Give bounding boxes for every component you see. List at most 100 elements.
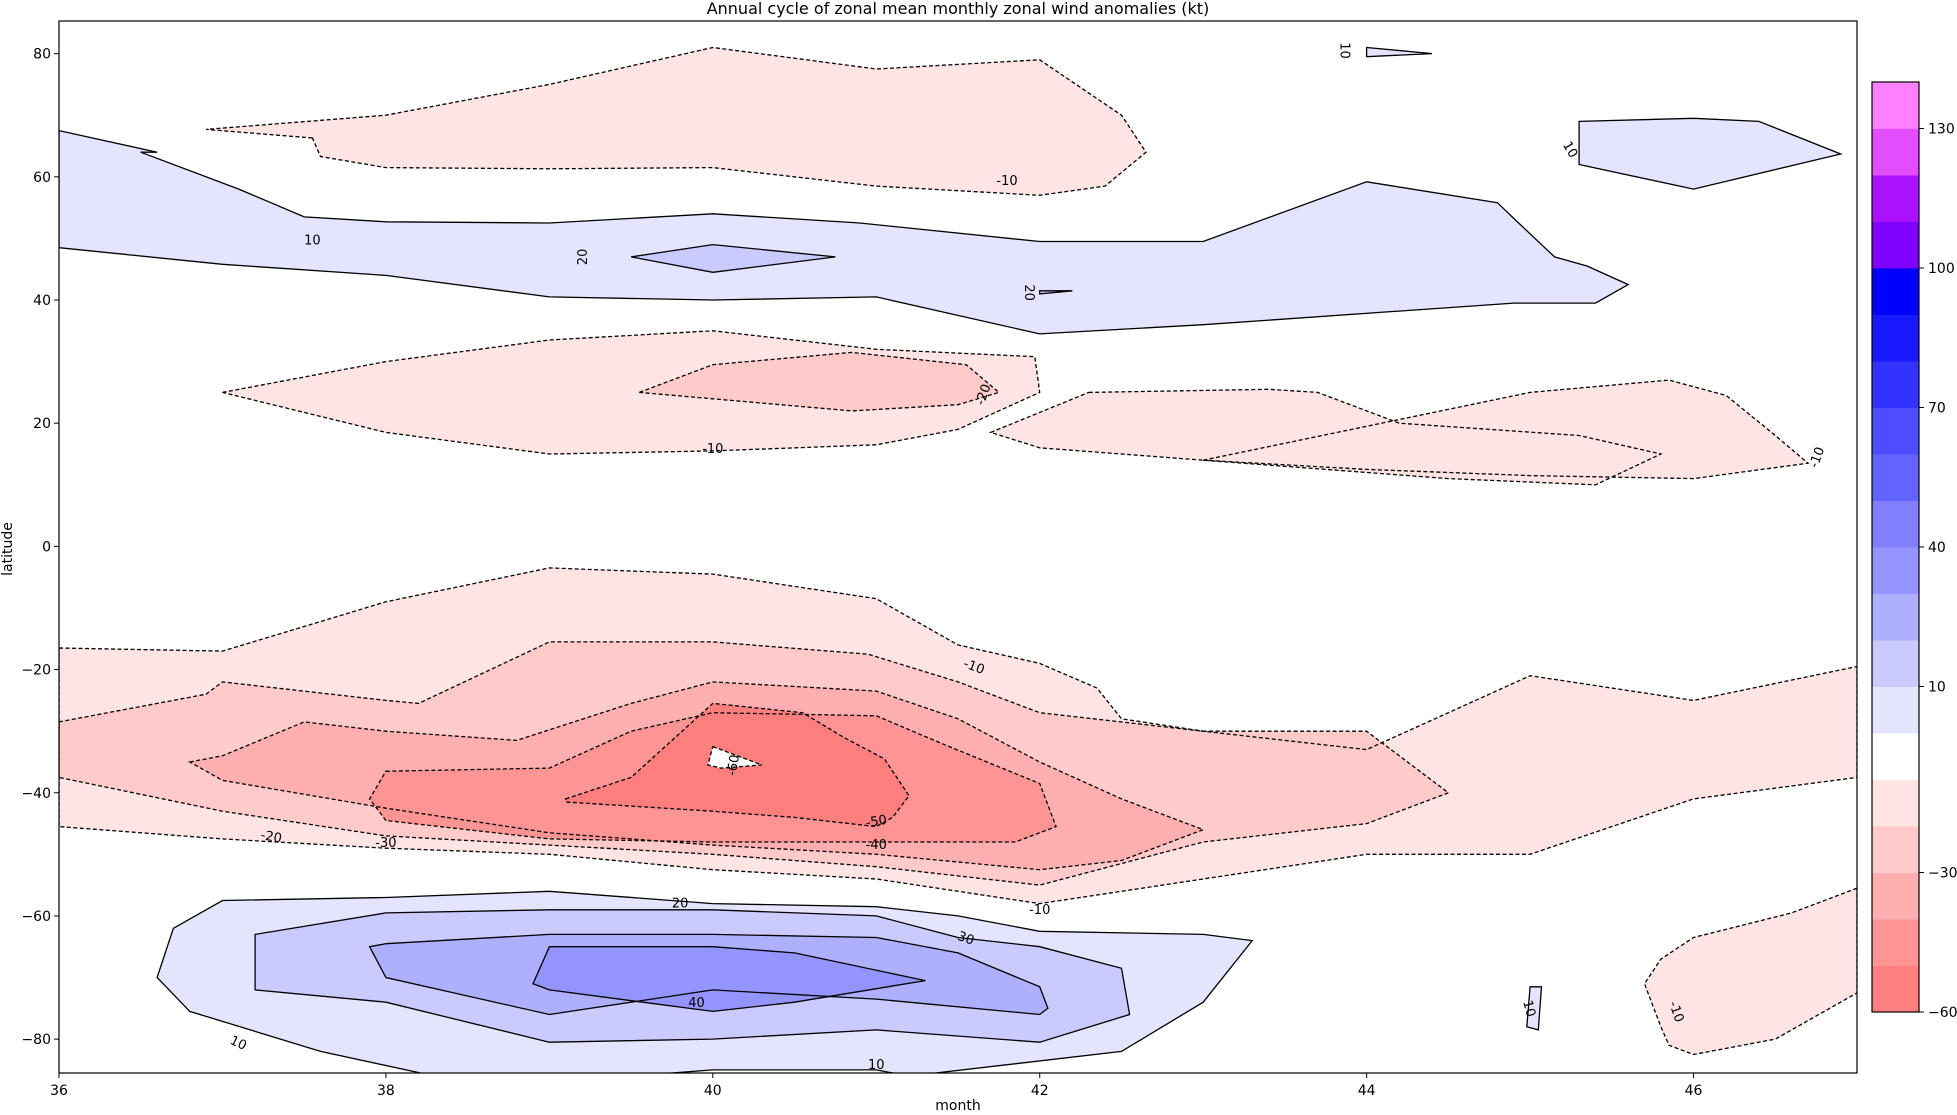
x-tick-label: 46	[1685, 1083, 1703, 1099]
contour-fill-level-10	[1579, 118, 1841, 190]
contour-line-level--10	[59, 567, 1857, 905]
colorbar-band	[1872, 733, 1919, 780]
colorbar-tick-label: −30	[1928, 866, 1957, 882]
y-tick-label: 60	[33, 170, 51, 186]
contour-label: -10	[996, 174, 1017, 189]
contour-label: 10	[1559, 139, 1580, 161]
contour-label: -10	[702, 442, 723, 457]
contour-line-level-10	[59, 129, 1630, 335]
contour-label: -10	[1807, 445, 1828, 470]
colorbar-band	[1872, 175, 1919, 222]
colorbar-band	[1872, 826, 1919, 873]
contour-label: 40	[688, 996, 705, 1011]
y-tick-label: 80	[33, 47, 51, 63]
contour-label: 20	[672, 896, 689, 911]
colorbar-band	[1872, 686, 1919, 734]
colorbar-tick-label: −60	[1928, 1005, 1957, 1021]
contour-fill-level-20	[631, 244, 836, 273]
contour-line-level-20	[1039, 290, 1073, 295]
contour-label: -10	[1665, 999, 1686, 1024]
colorbar-band	[1872, 919, 1919, 966]
contour-lines	[59, 46, 1857, 1073]
x-tick-label: 38	[377, 1083, 395, 1099]
contour-label: -30	[375, 836, 396, 851]
contour-label: 10	[1336, 42, 1351, 59]
colorbar-band	[1872, 593, 1919, 641]
colorbar-band	[1872, 221, 1919, 269]
chart-title: Annual cycle of zonal mean monthly zonal…	[707, 0, 1210, 18]
contour-label: -60	[725, 754, 743, 778]
colorbar-tick-label: 130	[1928, 122, 1955, 138]
contour-line-level--60	[707, 745, 763, 769]
y-tick-label: 0	[42, 539, 51, 555]
contour-label: -40	[866, 838, 887, 853]
contour-label: 10	[868, 1058, 885, 1073]
contour-fill-level-10	[1366, 47, 1432, 57]
contour-fill-level-40	[533, 946, 926, 1012]
contour-fill-level--60	[707, 746, 762, 769]
colorbar-tick-label: 10	[1928, 680, 1946, 696]
contour-line-level--20	[59, 641, 1450, 886]
contour-line-level-30	[368, 933, 1049, 1016]
plot-frame	[58, 20, 1858, 1074]
contour-label: 30	[955, 929, 976, 949]
contour-line-level--10	[1643, 887, 1857, 1056]
contour-label: -10	[961, 657, 986, 678]
y-tick-label: −80	[21, 1032, 51, 1048]
contour-fill-level--20	[639, 352, 999, 411]
colorbar-band	[1872, 268, 1919, 315]
colorbar-tick-label: 100	[1928, 261, 1955, 277]
colorbar-band	[1872, 500, 1919, 548]
contour-fill-level-10	[1526, 986, 1542, 1030]
colorbar-band	[1872, 965, 1919, 1013]
contour-fill-level--10	[1203, 380, 1808, 479]
colorbar-band	[1872, 128, 1919, 176]
colorbar-band	[1872, 454, 1919, 501]
contour-labels: -10 10 20 20 10 10 -20 -10 -10 -10 -20 -30 -40 -50 -60…	[227, 42, 1828, 1073]
contour-line-level-20	[254, 909, 1131, 1043]
contour-fill-level--10	[206, 47, 1147, 196]
contour-line-level-10	[1526, 986, 1543, 1031]
contour-label: 20	[1021, 284, 1036, 301]
y-tick-label: 20	[33, 416, 51, 432]
colorbar-band	[1872, 547, 1919, 594]
contour-fill-level-10	[59, 130, 1629, 334]
contour-label: -20	[973, 382, 994, 407]
colorbar-band	[1872, 82, 1919, 129]
contour-label: 10	[227, 1033, 248, 1054]
contour-label: 10	[1519, 999, 1538, 1019]
y-tick-label: −40	[21, 786, 51, 802]
contour-line-level-10	[156, 890, 1254, 1073]
colorbar-band	[1872, 407, 1919, 455]
y-axis-ticks: 80 60 40 20 0 −20 −40 −60 −80	[21, 47, 59, 1048]
colorbar-band	[1872, 872, 1919, 920]
x-tick-label: 44	[1358, 1083, 1376, 1099]
contour-label: 20	[576, 249, 591, 266]
y-tick-label: −60	[21, 909, 51, 925]
contour-line-level-40	[532, 946, 926, 1013]
contour-label: -10	[1029, 903, 1050, 918]
contour-line-level--10	[1203, 379, 1810, 480]
contour-line-level-20	[630, 243, 836, 273]
contour-line-level--50	[565, 702, 910, 828]
x-tick-label: 40	[704, 1083, 722, 1099]
colorbar: −60 −30 10 40 70 100 130	[1871, 81, 1957, 1021]
contour-line-level-10	[1365, 46, 1433, 58]
contour-line-level--10	[988, 388, 1663, 486]
contour-label: 10	[304, 234, 321, 249]
x-axis-label: month	[935, 1098, 980, 1114]
contour-label: -20	[259, 828, 283, 846]
y-tick-label: −20	[21, 663, 51, 679]
contour-line-level--30	[187, 681, 1206, 871]
contour-line-level--10	[206, 46, 1147, 196]
contour-line-level--10	[222, 330, 1041, 455]
y-tick-label: 40	[33, 293, 51, 309]
contour-fill-level--10	[1644, 888, 1857, 1055]
colorbar-band	[1872, 361, 1919, 408]
x-tick-label: 36	[50, 1083, 68, 1099]
colorbar-tick-label: 40	[1928, 540, 1946, 556]
contour-label: -50	[865, 813, 889, 831]
y-axis-label: latitude	[0, 522, 16, 576]
contour-line-level--20	[639, 351, 1001, 412]
